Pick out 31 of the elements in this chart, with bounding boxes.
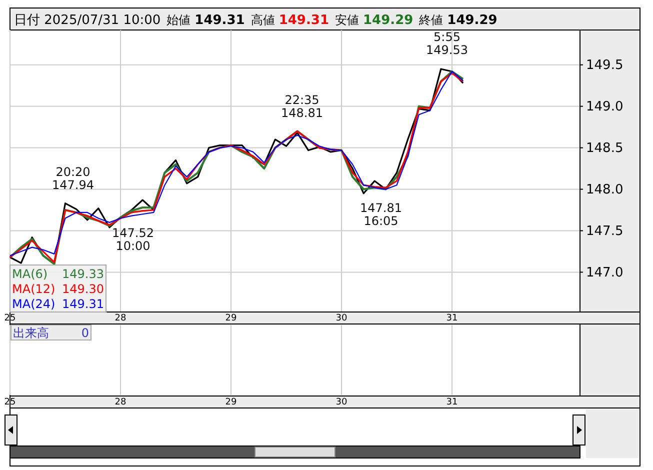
annotation: 147.52 10:00 bbox=[112, 226, 154, 253]
series-label: MA(6) bbox=[12, 267, 48, 281]
category-label: 31 bbox=[446, 397, 458, 408]
annotation: 20:20 147.94 bbox=[52, 165, 94, 192]
annotation: 147.81 16:05 bbox=[360, 201, 402, 228]
category-label: 28 bbox=[114, 397, 126, 408]
annotation: 5:55 149.53 bbox=[426, 30, 468, 57]
text: 安値 149.29 bbox=[335, 13, 414, 28]
annotation: 149.33 bbox=[62, 267, 104, 281]
text: 始値 149.31 bbox=[166, 13, 245, 28]
annotation: 149.30 bbox=[62, 282, 104, 296]
x-tick-label: 28 bbox=[114, 313, 126, 324]
category-label: 30 bbox=[336, 397, 348, 408]
y-tick-label: 147.0 bbox=[586, 265, 624, 280]
category-label: 29 bbox=[225, 397, 237, 408]
annotation: 149.31 bbox=[62, 297, 104, 311]
x-tick-label: 29 bbox=[225, 313, 237, 324]
chart-title: 日付 2025/07/31 10:00 bbox=[14, 13, 161, 28]
annotation: 22:35 148.81 bbox=[281, 93, 323, 120]
y-tick-label: 149.5 bbox=[586, 58, 624, 73]
text: 高値 149.31 bbox=[250, 13, 329, 28]
y-tick-label: 148.5 bbox=[586, 140, 624, 156]
y-tick-label: 148.0 bbox=[586, 182, 624, 198]
x-tick-label: 30 bbox=[336, 313, 348, 324]
text: MA(24) bbox=[12, 297, 56, 311]
x-tick-label: 31 bbox=[446, 313, 458, 324]
y-tick-label: 147.5 bbox=[586, 224, 624, 239]
label-box: 出来高 0 bbox=[10, 324, 92, 340]
y-tick-label: 149.0 bbox=[586, 99, 624, 114]
series-label: MA(12) bbox=[12, 282, 56, 296]
text: 終値 149.29 bbox=[418, 13, 498, 28]
